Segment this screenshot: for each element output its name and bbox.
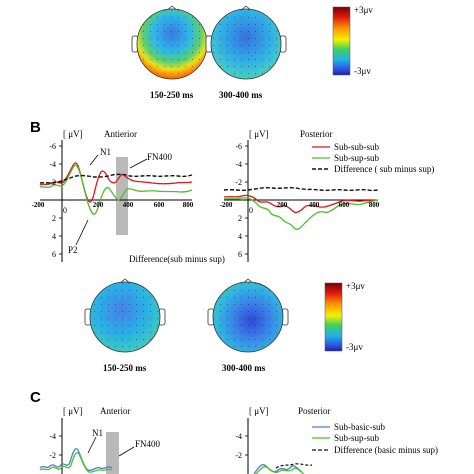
fn400-label: FN400 xyxy=(147,152,173,162)
b-post-xtick: 400 xyxy=(309,201,320,209)
n1-arrow xyxy=(89,154,99,166)
top-scale-max: +3μv xyxy=(354,5,373,15)
series-sub-sup-sub xyxy=(39,452,113,473)
fn400-arrow xyxy=(129,158,148,169)
b-ant-ytick: -6 xyxy=(49,142,56,151)
b-ant-xtick: 400 xyxy=(123,201,134,209)
b-ant-xtick: 800 xyxy=(183,201,194,209)
b-ant-xtick: 200 xyxy=(93,201,104,209)
p2-label: P2 xyxy=(68,245,78,255)
legend-label: Sub-basic-sub xyxy=(334,422,385,432)
b-map-label-2: 300-400 ms xyxy=(222,363,266,373)
panel-c-anterior-unit: [ μV] xyxy=(63,406,83,416)
b-post-ytick: 2 xyxy=(238,214,242,223)
panel-b-anterior-title: Antierior xyxy=(104,129,137,139)
panel-c-legend xyxy=(312,426,330,451)
b-head-map-2 xyxy=(207,278,289,353)
c-n1-label: N1 xyxy=(92,428,103,438)
top-map-label-2: 300-400 ms xyxy=(219,90,263,100)
series-sub-sup-sub xyxy=(223,197,379,230)
b-ant-ytick: 6 xyxy=(52,250,56,259)
panel-b-difference-caption: Difference(sub minus sup) xyxy=(129,254,225,264)
c-fn400-label: FN400 xyxy=(135,439,161,449)
panel-b-legend xyxy=(312,146,330,170)
panel-c-posterior-unit: [ μV] xyxy=(249,406,269,416)
series-sub-sup-sub xyxy=(255,466,305,474)
c-post-ytick: -2 xyxy=(235,451,242,460)
fn400-window-shade xyxy=(106,432,119,474)
top-map-label-1: 150-250 ms xyxy=(150,90,194,100)
series-difference xyxy=(275,463,313,469)
b-ant-ytick: -2 xyxy=(49,178,56,187)
b-ant-ytick: 0 xyxy=(63,206,67,215)
series-difference xyxy=(223,187,379,192)
panel-c-letter: C xyxy=(30,389,41,406)
panel-b-posterior-plot xyxy=(223,140,379,262)
b-post-ytick: -4 xyxy=(235,160,242,169)
b-post-ytick: -6 xyxy=(235,142,242,151)
legend-label: Difference ( sub minus sup) xyxy=(334,164,434,174)
y-ticks xyxy=(59,145,62,255)
panel-c-posterior-title: Posterior xyxy=(298,406,331,416)
n1-label: N1 xyxy=(100,147,111,157)
series-difference xyxy=(39,173,193,184)
legend-label: Sub-sup-sub xyxy=(334,153,380,163)
b-post-ytick: 4 xyxy=(238,232,242,241)
series-sub-sup-sub xyxy=(39,164,193,215)
b-post-ytick: -2 xyxy=(235,178,242,187)
p2-arrow xyxy=(75,219,89,246)
series-sub-basic-sub xyxy=(253,464,303,474)
b-head-map-1 xyxy=(84,278,166,353)
b-map-label-1: 150-250 ms xyxy=(103,363,147,373)
legend-label: Sub-sub-sub xyxy=(334,142,380,152)
b-post-ytick: 0 xyxy=(249,206,253,215)
series-sub-sub-sub xyxy=(223,194,379,214)
top-head-map-1 xyxy=(131,5,213,80)
b-scale-max: +3μv xyxy=(346,281,365,291)
panel-b-posterior-unit: [ μV] xyxy=(249,129,269,139)
b-post-xtick: 800 xyxy=(369,201,380,209)
fn400-arrow xyxy=(118,446,135,457)
top-scale-min: -3μv xyxy=(354,66,371,76)
panel-b-anterior-unit: [ μV] xyxy=(63,129,83,139)
b-ant-xtick: 600 xyxy=(154,201,165,209)
series-sub-basic-sub xyxy=(39,448,113,472)
panel-c-posterior-plot xyxy=(245,418,313,474)
panel-c-anterior-plot xyxy=(39,418,135,474)
n1-arrow xyxy=(87,436,97,454)
b-post-xtick: 600 xyxy=(339,201,350,209)
panel-c-anterior-title: Anterior xyxy=(100,406,131,416)
c-ant-ytick: -4 xyxy=(49,432,56,441)
top-head-map-2 xyxy=(205,5,287,80)
top-color-scale xyxy=(332,6,351,76)
b-color-scale xyxy=(324,282,343,352)
b-ant-xtick: -200 xyxy=(32,201,45,209)
panel-b-letter: B xyxy=(30,119,41,136)
panel-b-anterior-plot xyxy=(39,140,193,262)
legend-label: Difference (basic minus sup) xyxy=(334,445,438,455)
panel-b-posterior-title: Posterior xyxy=(300,129,333,139)
b-post-xtick: 200 xyxy=(277,201,288,209)
b-ant-ytick: 2 xyxy=(52,214,56,223)
c-ant-ytick: -2 xyxy=(49,451,56,460)
c-post-ytick: -4 xyxy=(235,432,242,441)
b-ant-ytick: -4 xyxy=(49,160,56,169)
b-scale-min: -3μv xyxy=(346,342,363,352)
b-post-xtick: -200 xyxy=(220,201,233,209)
b-ant-ytick: 4 xyxy=(52,232,56,241)
b-post-ytick: 6 xyxy=(238,250,242,259)
legend-label: Sub-sup-sub xyxy=(334,433,380,443)
